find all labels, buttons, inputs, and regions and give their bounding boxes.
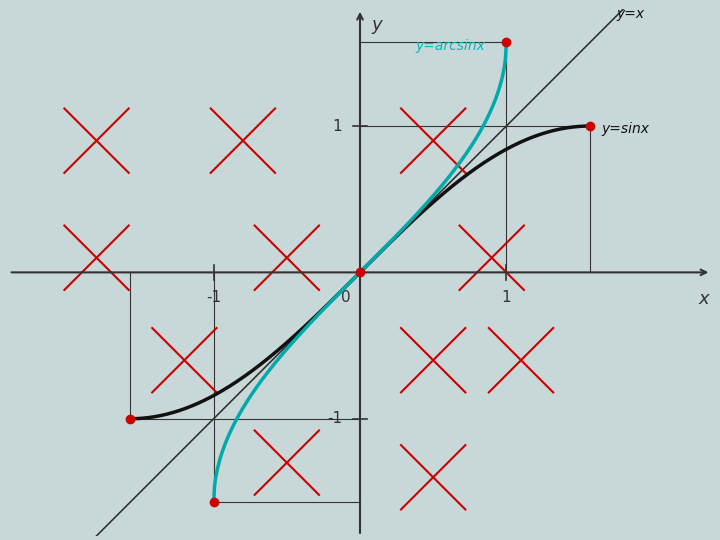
Text: -1: -1 [328, 411, 343, 426]
Text: 0: 0 [341, 290, 350, 305]
Text: y=x: y=x [617, 6, 645, 21]
Text: y: y [372, 16, 382, 34]
Text: x: x [698, 290, 709, 308]
Text: 1: 1 [502, 290, 511, 305]
Text: -1: -1 [206, 290, 221, 305]
Text: y=sinx: y=sinx [601, 122, 649, 136]
Text: y=arcsinx: y=arcsinx [415, 38, 485, 52]
Text: 1: 1 [333, 118, 343, 133]
